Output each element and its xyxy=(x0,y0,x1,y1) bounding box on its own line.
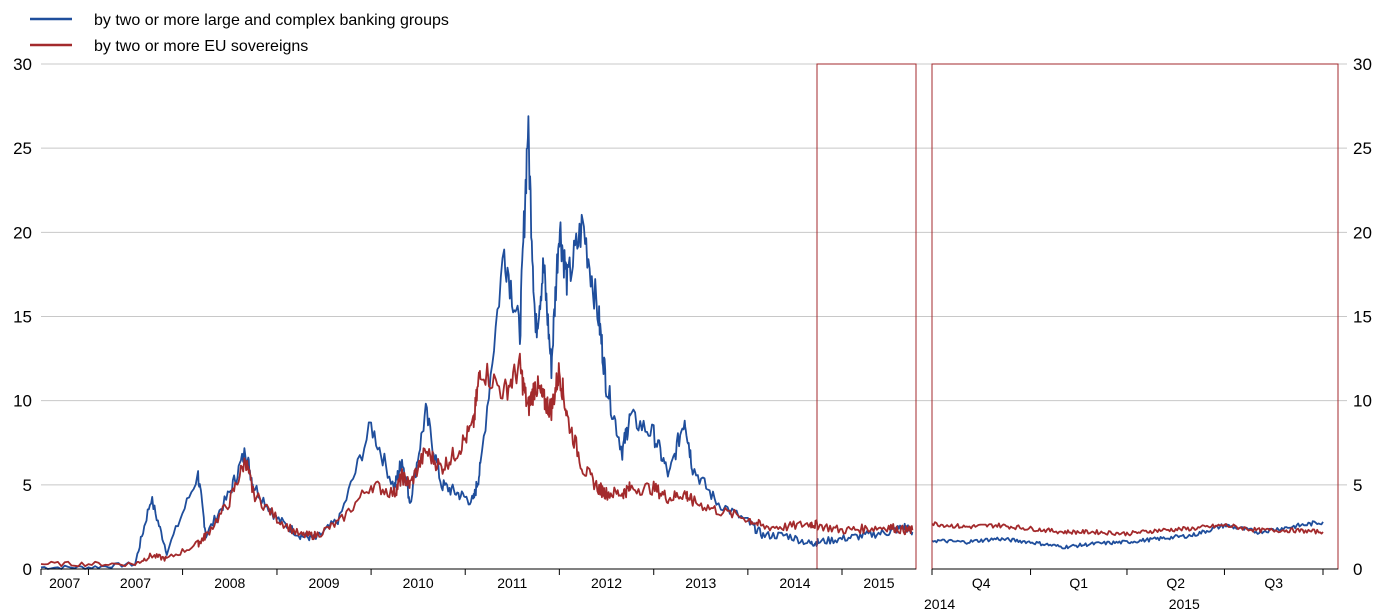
x-tick-label: 2007 xyxy=(49,575,80,591)
series-line-zoom xyxy=(931,520,1324,550)
gridlines xyxy=(41,63,1347,486)
x-tick-label: 2012 xyxy=(591,575,622,591)
x-axis: 2007 2007 2008 2009 2010 2011 2012 2013 2014 2015… xyxy=(40,568,1338,612)
series-line-main xyxy=(40,352,914,568)
y-tick-label: 0 xyxy=(23,560,32,579)
x-tick-label: 2009 xyxy=(308,575,339,591)
y-tick-label: 10 xyxy=(13,392,32,411)
x-tick-label: 2011 xyxy=(497,575,527,591)
y-tick-label: 15 xyxy=(13,308,32,327)
x-tick-label: Q4 xyxy=(972,575,991,591)
x-tick-label: 2013 xyxy=(685,575,716,591)
left-y-axis: 0 5 10 15 20 25 30 xyxy=(13,55,32,579)
y-tick-label: 30 xyxy=(1353,55,1372,74)
right-y-axis: 0 5 10 15 20 25 30 xyxy=(1353,55,1372,579)
x-year-label: 2015 xyxy=(1169,596,1200,612)
y-tick-label: 30 xyxy=(13,55,32,74)
legend-label: by two or more large and complex banking… xyxy=(94,12,449,29)
y-tick-label: 15 xyxy=(1353,308,1372,327)
x-tick-label: Q2 xyxy=(1166,575,1185,591)
y-tick-label: 0 xyxy=(1353,560,1362,579)
x-tick-label: 2007 xyxy=(120,575,151,591)
y-tick-label: 25 xyxy=(1353,139,1372,158)
x-tick-label: 2014 xyxy=(779,575,810,591)
x-tick-label: 2015 xyxy=(863,575,894,591)
legend: by two or more large and complex banking… xyxy=(30,12,449,55)
y-tick-label: 20 xyxy=(13,223,32,242)
x-tick-label: 2008 xyxy=(214,575,245,591)
y-tick-label: 10 xyxy=(1353,392,1372,411)
series-line-main xyxy=(40,115,914,570)
x-tick-label: Q3 xyxy=(1264,575,1283,591)
legend-label: by two or more EU sovereigns xyxy=(94,38,308,55)
series-line-zoom xyxy=(931,521,1324,537)
y-tick-label: 5 xyxy=(1353,476,1362,495)
x-tick-label: Q1 xyxy=(1069,575,1088,591)
y-tick-label: 20 xyxy=(1353,223,1372,242)
x-tick-label: 2010 xyxy=(403,575,434,591)
y-tick-label: 5 xyxy=(23,476,32,495)
zoom-panel-series xyxy=(931,520,1324,550)
main-panel-series xyxy=(40,115,914,570)
y-tick-label: 25 xyxy=(13,139,32,158)
x-year-label: 2014 xyxy=(924,596,955,612)
